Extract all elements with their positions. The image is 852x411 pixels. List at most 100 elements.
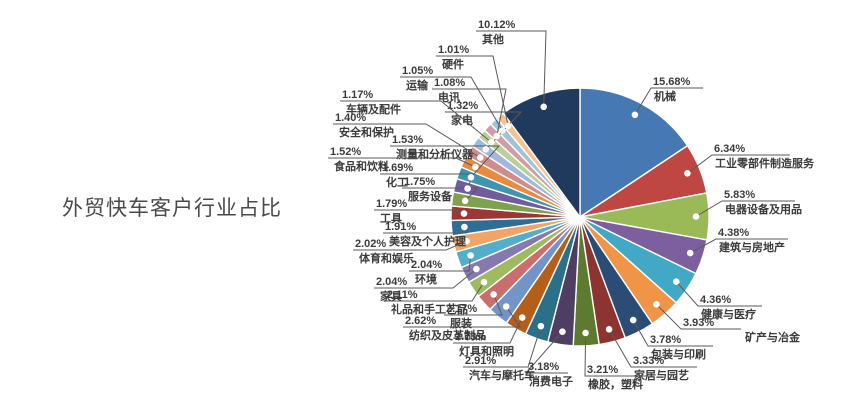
leader-line <box>353 240 467 251</box>
leader-dot <box>490 291 497 298</box>
slice-percent-label: 1.52% <box>330 146 361 158</box>
leader-dot <box>686 249 694 257</box>
leader-dot <box>493 132 501 140</box>
slice-name-label: 硬件 <box>442 57 464 71</box>
leader-line <box>328 157 476 168</box>
leader-dot <box>629 316 637 324</box>
slice-name-label: 美容及个人护理 <box>389 234 466 248</box>
slice-percent-label: 1.91% <box>385 221 416 233</box>
leader-line <box>333 123 481 159</box>
leader-dot <box>692 213 700 220</box>
leader-line <box>390 145 501 178</box>
chart-title: 外贸快车客户行业占比 <box>62 197 282 220</box>
slice-name-label: 纺织及皮革制品 <box>409 328 486 342</box>
slice-name-label: 电讯 <box>438 90 460 104</box>
leader-dot <box>673 278 680 286</box>
slice-percent-label: 1.01% <box>438 44 469 56</box>
slice-name-label: 其他 <box>482 32 504 46</box>
leader-dot <box>461 197 469 205</box>
slice-percent-label: 10.12% <box>478 19 516 31</box>
slice-percent-label: 1.05% <box>402 65 433 77</box>
leader-line <box>524 331 568 374</box>
leader-line <box>409 255 472 272</box>
leader-dot <box>473 265 480 273</box>
pie-slice <box>579 87 689 218</box>
leader-dot <box>582 329 589 337</box>
leader-dot <box>461 223 468 231</box>
leader-dot <box>653 301 660 308</box>
leader-line <box>385 281 485 302</box>
leader-line <box>695 200 795 217</box>
slice-name-label: 消费电子 <box>529 374 573 388</box>
leader-line <box>687 154 790 174</box>
slice-name-label: 家具 <box>380 289 402 303</box>
leader-dot <box>559 328 566 336</box>
leader-line <box>463 326 542 368</box>
slice-percent-label: 2.17% <box>446 303 477 315</box>
slice-percent-label: 1.17% <box>342 89 373 101</box>
leader-line <box>400 76 503 131</box>
leader-dot <box>467 174 475 181</box>
slice-percent-label: 1.40% <box>335 112 366 124</box>
slice-name-label: 运输 <box>406 78 429 92</box>
slice-name-label: 电器设备及用品 <box>725 202 802 216</box>
slice-percent-label: 1.75% <box>404 176 435 188</box>
slice-name-label: 健康与医疗 <box>701 307 756 321</box>
slice-name-label: 汽车与摩托车 <box>469 368 535 382</box>
slice-percent-label: 2.73% <box>455 331 486 343</box>
slice-name-label: 礼品和手工艺品 <box>391 302 468 316</box>
slice-percent-label: 5.83% <box>724 189 755 201</box>
slice-percent-label: 3.33% <box>633 355 664 367</box>
slice-percent-label: 6.34% <box>714 143 745 155</box>
slice-percent-label: 2.04% <box>411 259 442 271</box>
slice-percent-label: 3.21% <box>587 364 618 376</box>
slice-name-label: 食品和饮料 <box>334 159 389 173</box>
leader-dot <box>605 326 613 333</box>
leader-dot <box>537 322 545 330</box>
slice-name-label: 包装与印刷 <box>650 347 706 361</box>
leader-dot <box>518 314 526 321</box>
slice-name-label: 灯具和照明 <box>459 344 514 358</box>
leader-line <box>444 294 503 316</box>
slice-name-label: 测量和分析仪器 <box>396 147 474 161</box>
leader-dot <box>463 237 470 245</box>
slice-name-label: 家电 <box>451 113 473 127</box>
leader-line <box>675 281 762 307</box>
leader-line <box>340 100 492 143</box>
slice-percent-label: 2.91% <box>465 355 496 367</box>
slice-percent-label: 2.04% <box>376 276 407 288</box>
slice-name-label: 环境 <box>415 272 437 286</box>
leader-line <box>403 306 521 328</box>
leader-dot <box>684 170 691 177</box>
slice-percent-label: 15.68% <box>653 76 691 88</box>
leader-dot <box>460 210 468 217</box>
leader-dot <box>482 146 490 153</box>
slice-percent-label: 2.02% <box>355 238 386 250</box>
slice-percent-label: 1.69% <box>382 162 413 174</box>
slice-name-label: 工具 <box>380 212 402 225</box>
leader-line <box>453 317 523 344</box>
slice-name-label: 工业零部件制造服务 <box>715 156 815 170</box>
leader-dot <box>540 103 547 111</box>
leader-line <box>608 329 697 368</box>
slice-percent-label: 1.08% <box>434 77 465 89</box>
slice-percent-label: 4.38% <box>718 227 749 239</box>
slice-percent-label: 4.36% <box>700 294 731 306</box>
leader-line <box>380 173 474 189</box>
slice-percent-label: 2.11% <box>387 289 418 301</box>
slice-name-label: 机械 <box>654 89 676 103</box>
slice-name-label: 服务设备 <box>408 189 453 203</box>
leader-dot <box>472 163 479 171</box>
slice-name-label: 橡胶，塑料 <box>588 377 643 391</box>
slice-name-label: 车辆及配件 <box>346 102 401 116</box>
leader-line <box>632 319 713 347</box>
slice-percent-label: 3.93% <box>683 317 714 329</box>
leader-dot <box>504 122 512 130</box>
slice-percent-label: 2.62% <box>405 315 436 327</box>
leader-dot <box>499 127 506 134</box>
slice-percent-label: 3.78% <box>650 334 681 346</box>
slice-name-label: 安全和保护 <box>339 125 394 139</box>
leader-dot <box>477 154 484 161</box>
leader-dot <box>464 185 471 192</box>
